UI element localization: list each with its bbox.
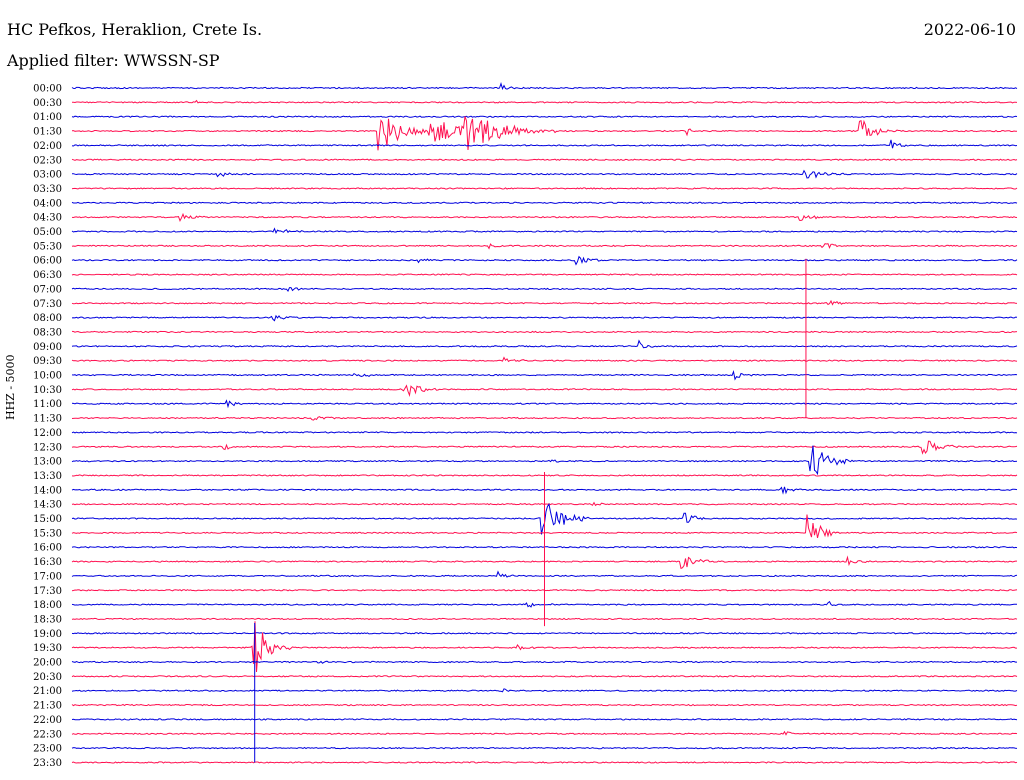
trace-row (71, 416, 1018, 421)
trace-row (71, 675, 1018, 678)
trace-row (71, 158, 1018, 161)
row-time-label: 22:30 (33, 729, 62, 740)
row-time-label: 11:30 (33, 414, 62, 425)
row-time-label: 14:00 (33, 485, 62, 496)
trace-row (71, 431, 1018, 434)
row-time-label: 16:00 (33, 543, 62, 554)
row-time-label: 04:30 (33, 213, 62, 224)
trace-row (71, 187, 1018, 190)
row-time-label: 01:00 (33, 112, 62, 123)
row-time-label: 14:30 (33, 500, 62, 511)
row-time-label: 16:30 (33, 557, 62, 568)
trace-row (71, 440, 1018, 455)
trace-row (71, 718, 1018, 721)
row-time-label: 11:00 (33, 399, 62, 410)
row-time-label: 13:00 (33, 457, 62, 468)
row-time-label: 09:00 (33, 342, 62, 353)
row-time-label: 10:30 (33, 385, 62, 396)
trace-row (71, 169, 1018, 179)
trace-row (71, 660, 1017, 664)
trace-row (71, 339, 1018, 349)
trace-row (71, 243, 1018, 250)
trace-row (71, 299, 1018, 306)
row-time-label: 00:30 (33, 98, 62, 109)
trace-row (71, 255, 1018, 266)
row-time-label: 18:30 (33, 614, 62, 625)
trace-row (71, 212, 1018, 222)
trace-row (71, 399, 1018, 409)
row-time-label: 15:30 (33, 528, 62, 539)
row-time-label: 02:00 (33, 141, 62, 152)
row-time-label: 04:00 (33, 198, 62, 209)
row-time-label: 06:30 (33, 270, 62, 281)
row-time-label: 12:00 (33, 428, 62, 439)
trace-row (71, 730, 1018, 736)
trace-row (71, 621, 1017, 673)
trace-row (71, 703, 1018, 707)
row-time-label: 05:30 (33, 241, 62, 252)
row-time-label: 08:30 (33, 327, 62, 338)
trace-row (71, 287, 1017, 292)
row-time-label: 22:00 (33, 715, 62, 726)
station-title: HC Pefkos, Heraklion, Crete Is. (7, 20, 263, 39)
row-time-label: 12:30 (33, 442, 62, 453)
trace-row (71, 81, 1018, 91)
row-time-label: 17:00 (33, 571, 62, 582)
trace-row (71, 369, 1018, 381)
row-time-label: 17:30 (33, 586, 62, 597)
row-time-label: 20:30 (33, 672, 62, 683)
row-time-label: 08:00 (33, 313, 62, 324)
trace-row (71, 139, 1018, 149)
trace-row (71, 115, 1018, 118)
row-time-label: 02:30 (33, 155, 62, 166)
row-time-label: 19:00 (33, 629, 62, 640)
row-time-label: 01:30 (33, 127, 62, 138)
row-time-label: 20:00 (33, 658, 62, 669)
row-time-label: 00:00 (33, 84, 62, 95)
trace-row (71, 330, 1018, 334)
trace-row (71, 356, 1018, 363)
row-time-label: 09:30 (33, 356, 62, 367)
trace-row (71, 632, 1018, 635)
row-time-label: 05:00 (33, 227, 62, 238)
row-time-label: 23:30 (33, 758, 62, 769)
trace-row (71, 445, 1018, 476)
row-time-label: 07:00 (33, 284, 62, 295)
trace-row (71, 273, 1018, 276)
row-time-label: 23:00 (33, 744, 62, 755)
trace-row (71, 227, 1018, 234)
trace-row (71, 201, 1018, 205)
row-time-label: 03:00 (33, 170, 62, 181)
trace-row (71, 746, 1018, 750)
trace-row (71, 761, 1018, 764)
plot-date: 2022-06-10 (923, 20, 1016, 39)
row-time-label: 19:30 (33, 643, 62, 654)
row-time-label: 18:00 (33, 600, 62, 611)
row-time-label: 15:00 (33, 514, 62, 525)
row-time-label: 06:00 (33, 256, 62, 267)
row-time-label: 10:00 (33, 371, 62, 382)
filter-label: Applied filter: WWSSN-SP (7, 51, 220, 70)
row-time-label: 21:30 (33, 701, 62, 712)
row-time-label: 03:30 (33, 184, 62, 195)
row-time-label: 13:30 (33, 471, 62, 482)
trace-row (71, 314, 1018, 322)
trace-row (71, 99, 1018, 104)
trace-row (71, 688, 1018, 693)
trace-row (71, 384, 1018, 398)
row-time-label: 07:30 (33, 299, 62, 310)
trace-row (71, 116, 1017, 151)
row-time-label: 21:00 (33, 686, 62, 697)
